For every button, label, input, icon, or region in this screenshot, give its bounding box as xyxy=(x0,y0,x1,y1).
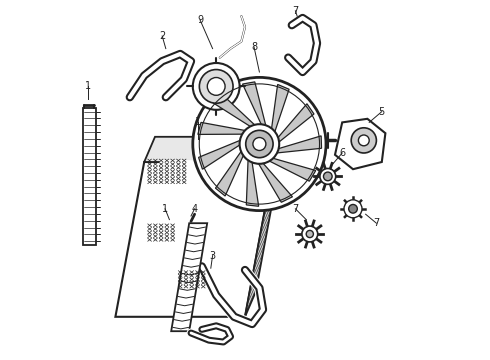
Circle shape xyxy=(193,77,326,211)
Circle shape xyxy=(323,172,332,181)
Polygon shape xyxy=(144,137,285,162)
Text: 1: 1 xyxy=(85,81,92,91)
Circle shape xyxy=(358,135,369,146)
Polygon shape xyxy=(116,162,274,317)
Polygon shape xyxy=(198,122,249,134)
Circle shape xyxy=(320,168,336,184)
Circle shape xyxy=(302,226,318,242)
Text: 4: 4 xyxy=(192,204,197,214)
Polygon shape xyxy=(246,156,259,206)
Polygon shape xyxy=(275,104,314,145)
Circle shape xyxy=(199,69,233,103)
Polygon shape xyxy=(198,139,244,169)
Polygon shape xyxy=(266,157,316,181)
Text: 1: 1 xyxy=(162,204,168,214)
Circle shape xyxy=(351,128,376,153)
Circle shape xyxy=(349,204,357,213)
Polygon shape xyxy=(216,148,245,196)
Circle shape xyxy=(207,77,225,95)
Text: 9: 9 xyxy=(197,15,203,25)
Text: 7: 7 xyxy=(292,204,298,214)
Text: 5: 5 xyxy=(379,107,385,117)
Text: 7: 7 xyxy=(373,218,380,228)
Text: 6: 6 xyxy=(339,148,345,158)
Circle shape xyxy=(245,130,273,158)
Bar xyxy=(83,108,96,245)
Polygon shape xyxy=(335,119,386,169)
Circle shape xyxy=(193,63,240,110)
Polygon shape xyxy=(213,94,258,129)
Polygon shape xyxy=(271,85,289,136)
Polygon shape xyxy=(245,137,285,317)
Circle shape xyxy=(344,200,362,218)
Text: 8: 8 xyxy=(251,42,257,52)
Polygon shape xyxy=(272,136,321,153)
Polygon shape xyxy=(171,223,207,331)
Circle shape xyxy=(306,230,314,238)
Circle shape xyxy=(253,138,266,150)
Circle shape xyxy=(240,124,279,164)
Text: 3: 3 xyxy=(210,251,216,261)
Text: 7: 7 xyxy=(292,6,298,16)
Polygon shape xyxy=(256,160,293,202)
Text: 2: 2 xyxy=(159,31,165,41)
Polygon shape xyxy=(146,160,204,187)
Text: 1: 1 xyxy=(195,117,201,127)
Polygon shape xyxy=(243,82,267,130)
